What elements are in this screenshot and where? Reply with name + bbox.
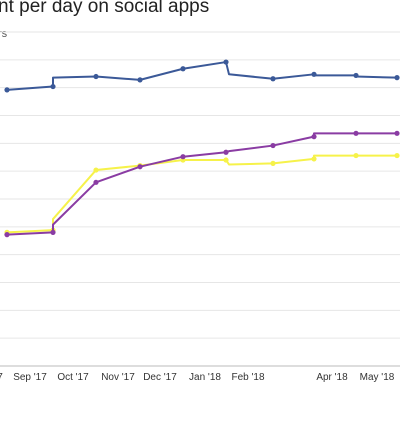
- chart-title: nt per day on social apps: [0, 0, 210, 17]
- data-point-1: [180, 66, 186, 72]
- data-point-1: [353, 72, 359, 79]
- data-point-3: [180, 154, 186, 160]
- data-point-3: [353, 130, 359, 136]
- data-point-2: [270, 160, 276, 166]
- data-point-3: [93, 179, 99, 185]
- data-point-2: [394, 152, 400, 159]
- data-point-3: [394, 130, 400, 136]
- data-point-3: [223, 149, 229, 155]
- data-point-2: [93, 167, 99, 173]
- data-point-2: [311, 156, 317, 162]
- data-point-3: [137, 164, 143, 170]
- x-tick-label: Jan '18: [189, 372, 221, 383]
- data-point-2: [223, 157, 229, 163]
- series-line-3: [6, 132, 397, 236]
- series-line-2: [6, 154, 397, 234]
- data-point-2: [353, 152, 359, 159]
- x-tick-label: May '18: [360, 372, 395, 383]
- data-point-3: [311, 134, 317, 140]
- y-axis-label: rs: [0, 28, 8, 40]
- x-tick-label: Apr '18: [316, 372, 348, 383]
- x-tick-label: Sep '17: [13, 372, 47, 383]
- data-point-1: [394, 75, 400, 81]
- data-point-1: [270, 76, 276, 82]
- data-point-1: [4, 87, 10, 93]
- data-point-1: [223, 59, 229, 65]
- x-tick-label: 7: [0, 372, 3, 383]
- data-point-1: [93, 73, 99, 80]
- series-line-1: [6, 61, 398, 91]
- data-point-3: [270, 142, 276, 149]
- x-tick-label: Oct '17: [57, 372, 89, 383]
- data-point-1: [50, 83, 56, 90]
- data-point-1: [311, 71, 317, 77]
- x-tick-label: Dec '17: [143, 372, 177, 383]
- x-tick-label: Nov '17: [101, 372, 135, 383]
- data-point-1: [137, 77, 143, 83]
- x-tick-label: Feb '18: [231, 372, 264, 383]
- data-point-3: [4, 232, 10, 238]
- data-point-3: [50, 229, 56, 235]
